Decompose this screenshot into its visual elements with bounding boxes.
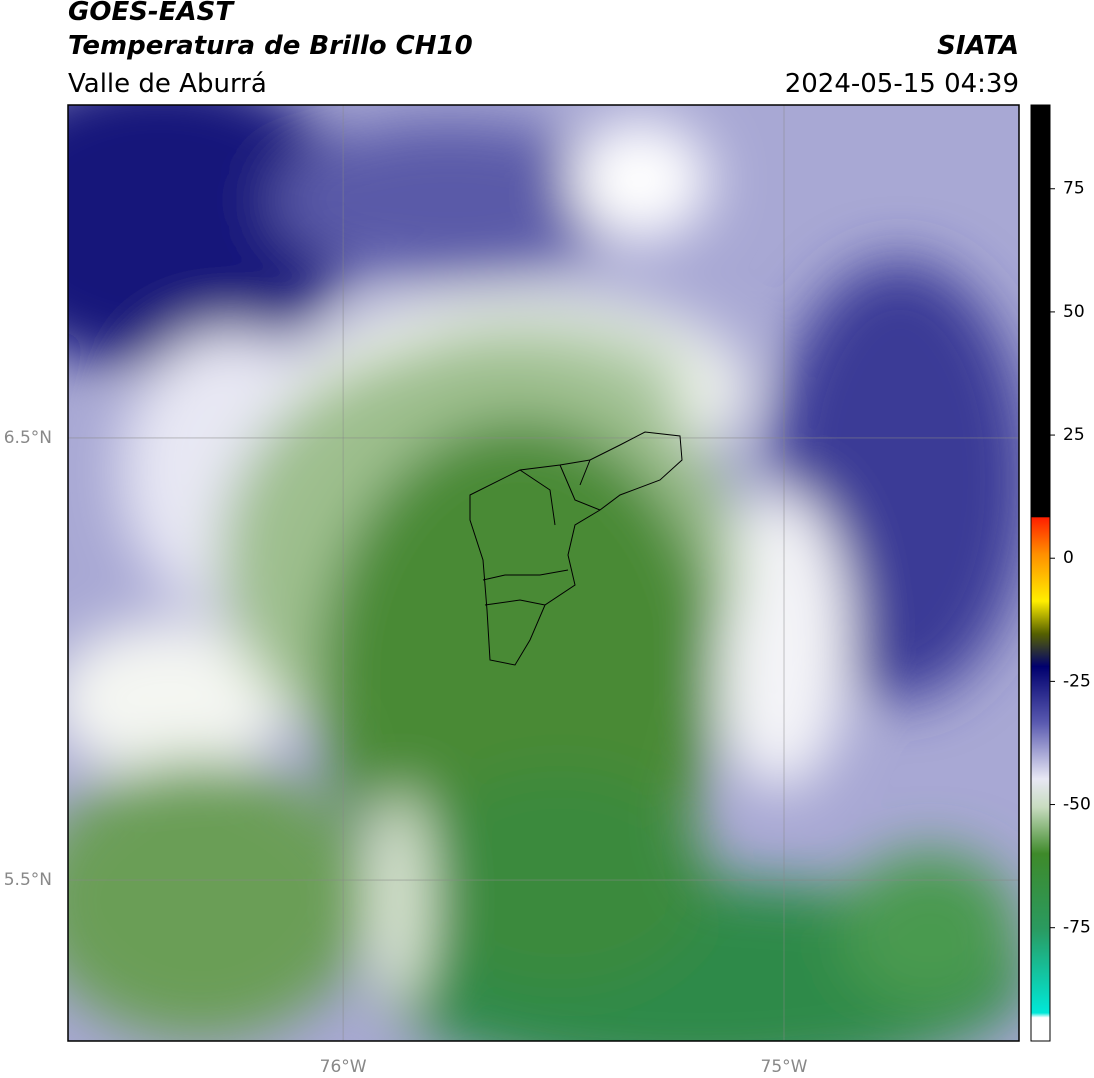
colorbar-tick-label: -75 <box>1063 918 1091 938</box>
agency: SIATA <box>937 31 1019 61</box>
graticule <box>68 105 1019 1041</box>
datetime: 2024-05-15 04:39 <box>785 69 1019 99</box>
colorbar-tick-label: 50 <box>1063 302 1085 322</box>
x-tick-label: 76°W <box>320 1057 367 1077</box>
watershed-outline <box>469 431 683 666</box>
colorbar-tick-label: -25 <box>1063 671 1091 691</box>
y-tick-label: 6.5°N <box>4 428 52 448</box>
map-frame <box>67 104 1020 1042</box>
colorbar-tick-label: 75 <box>1063 179 1085 199</box>
colorbar-tick-label: -50 <box>1063 795 1091 815</box>
title: GOES-EAST <box>68 0 235 27</box>
subtitle: Temperatura de Brillo CH10 <box>68 31 473 61</box>
colorbar-tick-label: 0 <box>1063 548 1074 568</box>
region: Valle de Aburrá <box>68 69 267 99</box>
satellite-image <box>68 105 1019 1041</box>
colorbar <box>1030 104 1051 1042</box>
y-tick-label: 5.5°N <box>4 870 52 890</box>
colorbar-tick-label: 25 <box>1063 425 1085 445</box>
x-tick-label: 75°W <box>761 1057 808 1077</box>
